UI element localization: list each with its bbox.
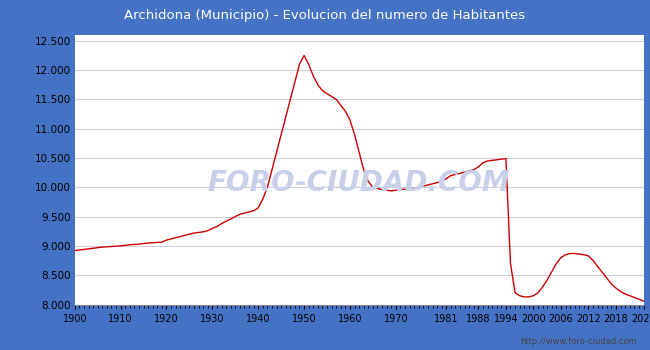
Text: FORO-CIUDAD.COM: FORO-CIUDAD.COM [208, 169, 510, 197]
Text: http://www.foro-ciudad.com: http://www.foro-ciudad.com [520, 337, 637, 346]
Text: Archidona (Municipio) - Evolucion del numero de Habitantes: Archidona (Municipio) - Evolucion del nu… [124, 9, 526, 22]
